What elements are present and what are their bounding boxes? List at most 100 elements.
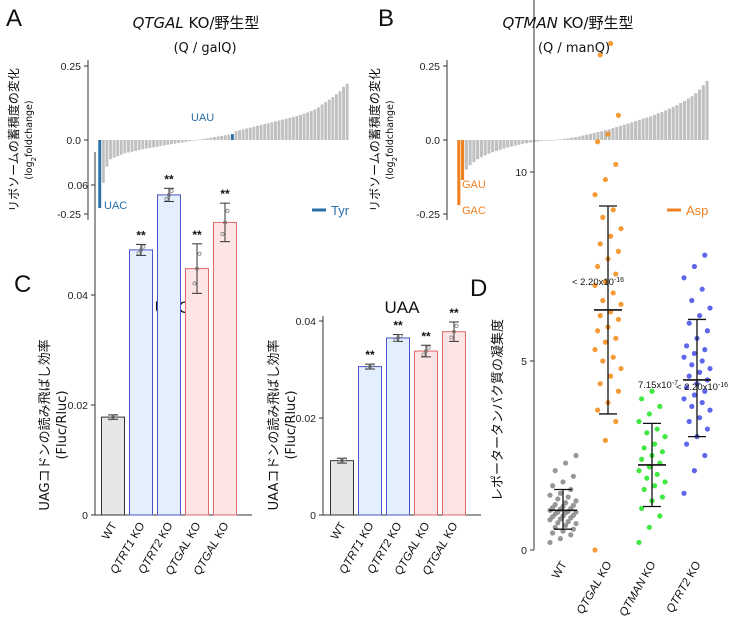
data-point — [654, 426, 660, 432]
replicate-point — [393, 338, 398, 342]
x-category-label-suffix: KO — [683, 559, 703, 582]
bar — [284, 118, 288, 140]
bar — [652, 114, 656, 140]
x-category-label-suffix: KO — [183, 520, 203, 543]
p-value-exponent: -7 — [672, 380, 678, 387]
panel-a-subtitle: (Q / galQ) — [173, 41, 236, 56]
bar — [324, 102, 328, 140]
bar — [637, 119, 641, 140]
x-category-label-suffix: KO — [412, 520, 432, 543]
data-point — [707, 407, 713, 413]
data-point — [636, 468, 642, 474]
x-category-label-gene: QTGAL — [164, 538, 194, 578]
data-point — [704, 328, 711, 334]
replicate-point — [424, 349, 428, 354]
data-point — [550, 530, 556, 536]
data-point — [595, 139, 601, 145]
y-tick-label: 0 — [310, 510, 316, 522]
bar — [270, 122, 274, 140]
bar — [202, 138, 206, 140]
x-category-label-gene: QTRT2 — [137, 537, 166, 576]
bar — [521, 140, 525, 144]
bar — [129, 249, 153, 516]
bar — [134, 140, 138, 151]
data-point — [689, 297, 695, 304]
bar — [619, 125, 623, 140]
data-point — [681, 490, 687, 496]
bar — [216, 136, 220, 140]
data-point — [597, 241, 603, 247]
significance-marker: ** — [220, 187, 230, 201]
data-point — [699, 399, 705, 406]
data-point — [618, 365, 624, 372]
data-point — [573, 498, 579, 504]
p-value-base: 7.15x10 — [638, 380, 672, 391]
y-tick-label: 5 — [521, 356, 527, 368]
data-point — [595, 328, 601, 334]
bar — [101, 416, 125, 516]
y-axis-label-unit: (Fluc/Rluc) — [55, 390, 70, 459]
data-point — [613, 271, 619, 277]
bar — [288, 117, 292, 140]
x-category-label-suffix: KO — [384, 520, 404, 543]
bar — [414, 350, 438, 516]
y-tick-label: 0.04 — [296, 316, 317, 328]
data-point — [573, 452, 579, 459]
data-point — [552, 468, 558, 474]
bar — [566, 138, 570, 140]
bar — [277, 120, 281, 140]
codon-label: UAC — [104, 200, 127, 212]
data-point — [560, 479, 566, 485]
bar — [213, 221, 237, 516]
data-point — [557, 536, 564, 542]
bar — [119, 140, 123, 155]
bar — [177, 140, 181, 143]
bar — [573, 137, 577, 140]
replicate-point — [454, 323, 459, 328]
bar — [615, 126, 619, 140]
bar — [209, 137, 213, 140]
y-tick-label: 0.25 — [61, 61, 82, 73]
data-point — [644, 475, 650, 481]
data-point — [684, 343, 690, 349]
y-axis-label-unit-pre: (log — [385, 161, 396, 179]
data-point — [547, 539, 553, 546]
p-value-exponent: -16 — [718, 382, 728, 389]
data-point — [646, 411, 653, 417]
data-point — [681, 275, 687, 281]
bar — [667, 108, 671, 140]
y-tick-label: -0.25 — [416, 209, 440, 221]
bar — [299, 114, 302, 140]
data-point — [608, 233, 614, 239]
data-point — [597, 52, 603, 58]
data-point — [699, 358, 705, 364]
codon-label: GAU — [462, 179, 486, 191]
y-tick-label: 0.06 — [68, 180, 89, 192]
bar — [144, 140, 148, 149]
panel-a-title-rest: KO/野生型 — [184, 14, 260, 32]
x-category-label-gene: QTGAL — [575, 577, 605, 617]
bar — [330, 460, 354, 516]
x-category-label-suffix: KO — [211, 520, 231, 543]
data-point — [689, 403, 695, 409]
bar — [694, 93, 698, 140]
data-point — [652, 441, 658, 447]
bar — [577, 136, 581, 140]
y-tick-label: -0.25 — [57, 209, 81, 221]
codon-label: GAC — [462, 205, 486, 217]
replicate-point — [396, 336, 400, 340]
data-point — [686, 418, 692, 425]
data-point — [615, 388, 622, 394]
significance-marker: ** — [192, 228, 202, 242]
bar — [464, 140, 468, 170]
y-tick-label: 0.25 — [420, 61, 441, 73]
panel-label-c: C — [14, 271, 31, 298]
bar — [141, 140, 145, 150]
bar — [274, 121, 277, 140]
data-point — [565, 519, 571, 525]
bar — [494, 140, 498, 151]
bar — [162, 140, 166, 146]
bar — [191, 140, 195, 141]
bar — [540, 140, 544, 141]
x-category-label-suffix: KO — [356, 520, 376, 543]
